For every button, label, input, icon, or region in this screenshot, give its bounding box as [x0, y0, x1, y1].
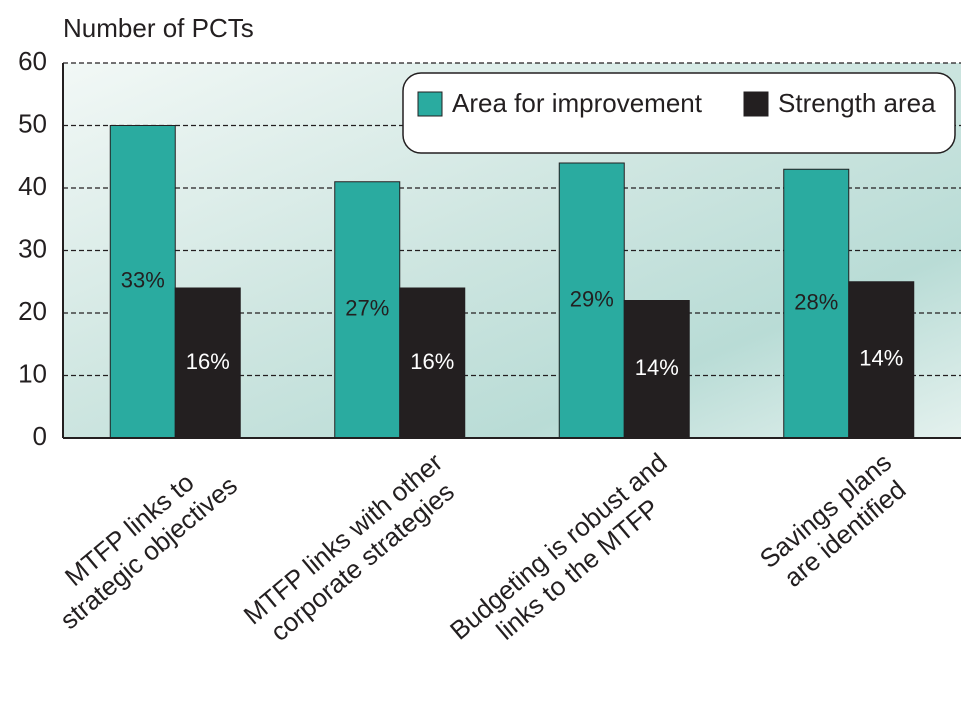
value-label: 14%	[635, 355, 679, 380]
x-tick-label-line: MTFP links with other	[238, 447, 449, 631]
legend-swatch	[418, 92, 442, 116]
x-tick-label: Budgeting is robust andlinks to the MTFP	[444, 447, 692, 669]
x-tick-label: MTFP links with othercorporate strategie…	[238, 447, 468, 654]
y-tick-label: 60	[18, 46, 47, 76]
value-label: 33%	[121, 268, 165, 293]
value-label: 14%	[859, 346, 903, 371]
y-tick-label: 50	[18, 108, 47, 138]
y-tick-label: 20	[18, 296, 47, 326]
chart: Number of PCTs 0 10 20 30 40 50 60 33% 16% MTFP l…	[0, 0, 961, 707]
value-label: 16%	[410, 349, 454, 374]
x-tick-label-line: Budgeting is robust and	[444, 447, 673, 646]
value-label: 27%	[345, 296, 389, 321]
x-tick-label-group: Savings plansare identified	[754, 447, 917, 597]
x-tick-label: MTFP links tostrategic objectives	[35, 447, 243, 635]
x-tick-label-group: MTFP links tostrategic objectives	[35, 447, 243, 635]
legend-label: Strength area	[778, 88, 936, 118]
x-tick-label-group: MTFP links with othercorporate strategie…	[238, 447, 468, 654]
y-tick-label: 0	[33, 421, 47, 451]
x-tick-label: Savings plansare identified	[754, 447, 917, 597]
y-tick-label: 40	[18, 171, 47, 201]
legend-label: Area for improvement	[452, 88, 703, 118]
value-label: 29%	[570, 286, 614, 311]
y-tick-label: 10	[18, 358, 47, 388]
y-tick-label: 30	[18, 233, 47, 263]
value-label: 28%	[794, 289, 838, 314]
y-axis-title: Number of PCTs	[63, 13, 254, 43]
legend-swatch	[744, 92, 768, 116]
x-tick-label-group: Budgeting is robust andlinks to the MTFP	[444, 447, 692, 669]
value-label: 16%	[186, 349, 230, 374]
